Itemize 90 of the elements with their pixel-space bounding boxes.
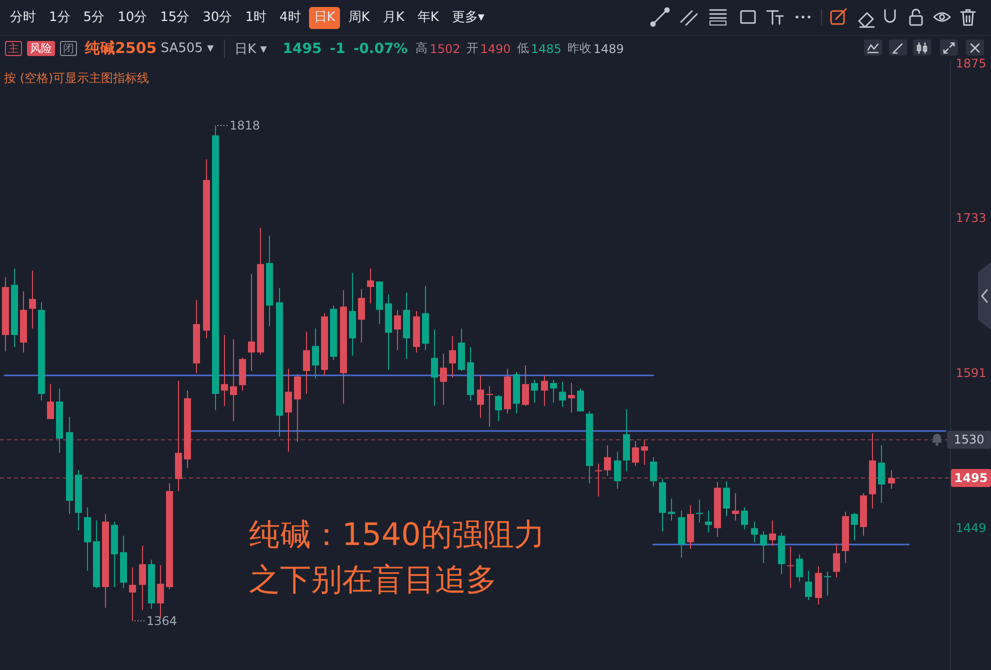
- candlestick: [650, 456, 657, 488]
- candlestick: [486, 386, 493, 428]
- candlestick: [440, 353, 447, 406]
- candlestick: [230, 338, 237, 422]
- candlestick: [29, 270, 36, 329]
- text: 分时: [5, 6, 41, 28]
- candlestick: [732, 492, 739, 521]
- candlestick: [394, 309, 401, 351]
- text: 低: [516, 40, 529, 57]
- annotation: 纯碱：1540的强阻力之下别在盲目追多: [249, 517, 545, 598]
- text: 1495: [282, 40, 322, 56]
- candlestick: [559, 381, 566, 408]
- y-tick-label: 1449: [956, 521, 986, 536]
- candlestick: [221, 334, 228, 406]
- candlestick: [358, 288, 365, 344]
- annotation: 1364: [146, 614, 178, 628]
- text: 开: [466, 40, 478, 57]
- text: 年K: [412, 6, 444, 28]
- text: 风险: [27, 41, 55, 56]
- candlestick: [495, 394, 502, 422]
- candlestick: [805, 570, 812, 601]
- ref-line-label: 1495: [954, 470, 988, 485]
- candlestick: [878, 444, 885, 504]
- annotation: 1818: [230, 118, 260, 132]
- candlestick: [139, 545, 146, 610]
- candlestick: [531, 379, 538, 404]
- y-tick-label: 1875: [956, 56, 986, 70]
- candlestick: [723, 480, 730, 517]
- text: 周K: [343, 6, 375, 28]
- candlestick: [431, 329, 438, 406]
- candlestick: [449, 336, 456, 378]
- text: 1490: [480, 42, 511, 56]
- candlestick: [285, 368, 292, 452]
- text: 主: [5, 41, 22, 56]
- text: 1485: [530, 42, 562, 56]
- text: 5分: [78, 6, 110, 28]
- text: 15分: [155, 6, 195, 28]
- candlestick: [129, 566, 136, 622]
- candlestick: [796, 554, 803, 582]
- candlestick: [641, 439, 648, 466]
- text: 10分: [112, 6, 152, 28]
- text: -1: [330, 40, 346, 56]
- candlestick: [248, 273, 255, 372]
- candlestick: [769, 520, 776, 546]
- text: 30分: [198, 6, 238, 28]
- candlestick: [577, 388, 584, 412]
- candlestick: [614, 451, 621, 490]
- candlestick: [632, 440, 639, 466]
- text: 1分: [44, 6, 76, 28]
- candlestick: [303, 331, 310, 394]
- candlestick: [550, 379, 557, 404]
- text: 闭: [60, 41, 77, 56]
- candlestick: [541, 374, 548, 406]
- candlestick: [668, 498, 675, 521]
- text: 1时: [240, 6, 272, 28]
- candlestick: [751, 521, 758, 543]
- candlestick: [604, 444, 611, 476]
- text: 纯碱2505: [85, 39, 157, 58]
- text: 1489: [593, 42, 624, 56]
- candlestick: [522, 365, 529, 406]
- candlestick: [824, 571, 831, 596]
- text: 1502: [430, 42, 460, 56]
- annotation: 按 (空格)可显示主图指标线: [4, 71, 150, 85]
- text: 昨收: [567, 40, 592, 57]
- candlestick: [312, 328, 319, 380]
- candlestick: [568, 382, 575, 413]
- candlestick: [696, 499, 703, 524]
- ref-line-label: 1530: [954, 432, 984, 447]
- text: 更多▾: [446, 6, 490, 28]
- candlestick: [477, 374, 484, 418]
- candlestick: [760, 530, 767, 564]
- candlestick: [47, 384, 54, 420]
- y-tick-label: 1591: [956, 366, 986, 380]
- text: 4时: [274, 6, 306, 28]
- text: -0.07%: [353, 40, 408, 56]
- candlestick: [705, 510, 712, 534]
- text: 高: [416, 40, 428, 57]
- candlestick: [851, 512, 858, 541]
- text: SA505 ▾: [160, 41, 214, 56]
- y-tick-label: 1733: [956, 211, 986, 226]
- candlestick: [888, 470, 895, 490]
- text: 日K ▾: [224, 40, 267, 58]
- candlestick: [787, 546, 794, 589]
- candlestick: [833, 542, 840, 578]
- candlestick: [294, 374, 301, 442]
- candlestick: [741, 506, 748, 530]
- candlestick: [595, 463, 602, 497]
- candlestick: [367, 268, 374, 304]
- text: 日K: [308, 6, 340, 28]
- text: 月K: [378, 6, 410, 28]
